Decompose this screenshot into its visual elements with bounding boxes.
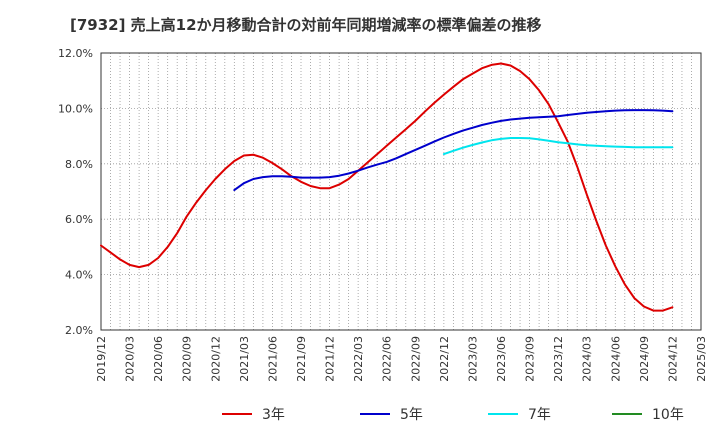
x-tick-label: 2024/06 (609, 336, 622, 382)
legend-label-5年: 5年 (400, 407, 423, 423)
y-tick-label: 4.0% (65, 269, 93, 282)
x-tick-label: 2021/03 (238, 336, 251, 382)
y-tick-label: 12.0% (58, 47, 93, 60)
legend-label-10年: 10年 (652, 407, 684, 423)
x-tick-label: 2022/06 (381, 336, 394, 382)
x-tick-label: 2020/12 (209, 336, 222, 382)
x-tick-label: 2023/06 (495, 336, 508, 382)
series-line-3年 (100, 62, 674, 312)
x-tick-label: 2022/12 (438, 336, 451, 382)
x-tick-label: 2023/03 (466, 336, 479, 382)
plot-area (101, 53, 701, 330)
x-tick-label: 2021/09 (295, 336, 308, 382)
x-tick-label: 2021/06 (266, 336, 279, 382)
x-tick-label: 2022/03 (352, 336, 365, 382)
x-tick-label: 2025/03 (695, 336, 708, 382)
x-tick-label: 2020/09 (181, 336, 194, 382)
x-tick-label: 2024/09 (638, 336, 651, 382)
x-tick-label: 2021/12 (324, 336, 337, 382)
x-tick-label: 2023/09 (524, 336, 537, 382)
y-tick-label: 8.0% (65, 158, 93, 171)
x-tick-label: 2019/12 (95, 336, 108, 382)
plot-border (100, 52, 702, 331)
x-tick-label: 2020/03 (124, 336, 137, 382)
x-tick-label: 2020/06 (152, 336, 165, 382)
series-line-5年 (233, 109, 674, 192)
x-tick-label: 2024/12 (666, 336, 679, 382)
legend-label-3年: 3年 (262, 407, 285, 423)
x-tick-label: 2022/09 (409, 336, 422, 382)
x-tick-label: 2024/03 (581, 336, 594, 382)
y-tick-label: 10.0% (58, 102, 93, 115)
y-tick-label: 2.0% (65, 324, 93, 337)
series-line-7年 (442, 137, 674, 156)
legend-label-7年: 7年 (528, 407, 551, 423)
chart-title: [7932] 売上高12か月移動合計の対前年同期増減率の標準偏差の推移 (70, 16, 542, 34)
y-tick-label: 6.0% (65, 213, 93, 226)
x-tick-label: 2023/12 (552, 336, 565, 382)
